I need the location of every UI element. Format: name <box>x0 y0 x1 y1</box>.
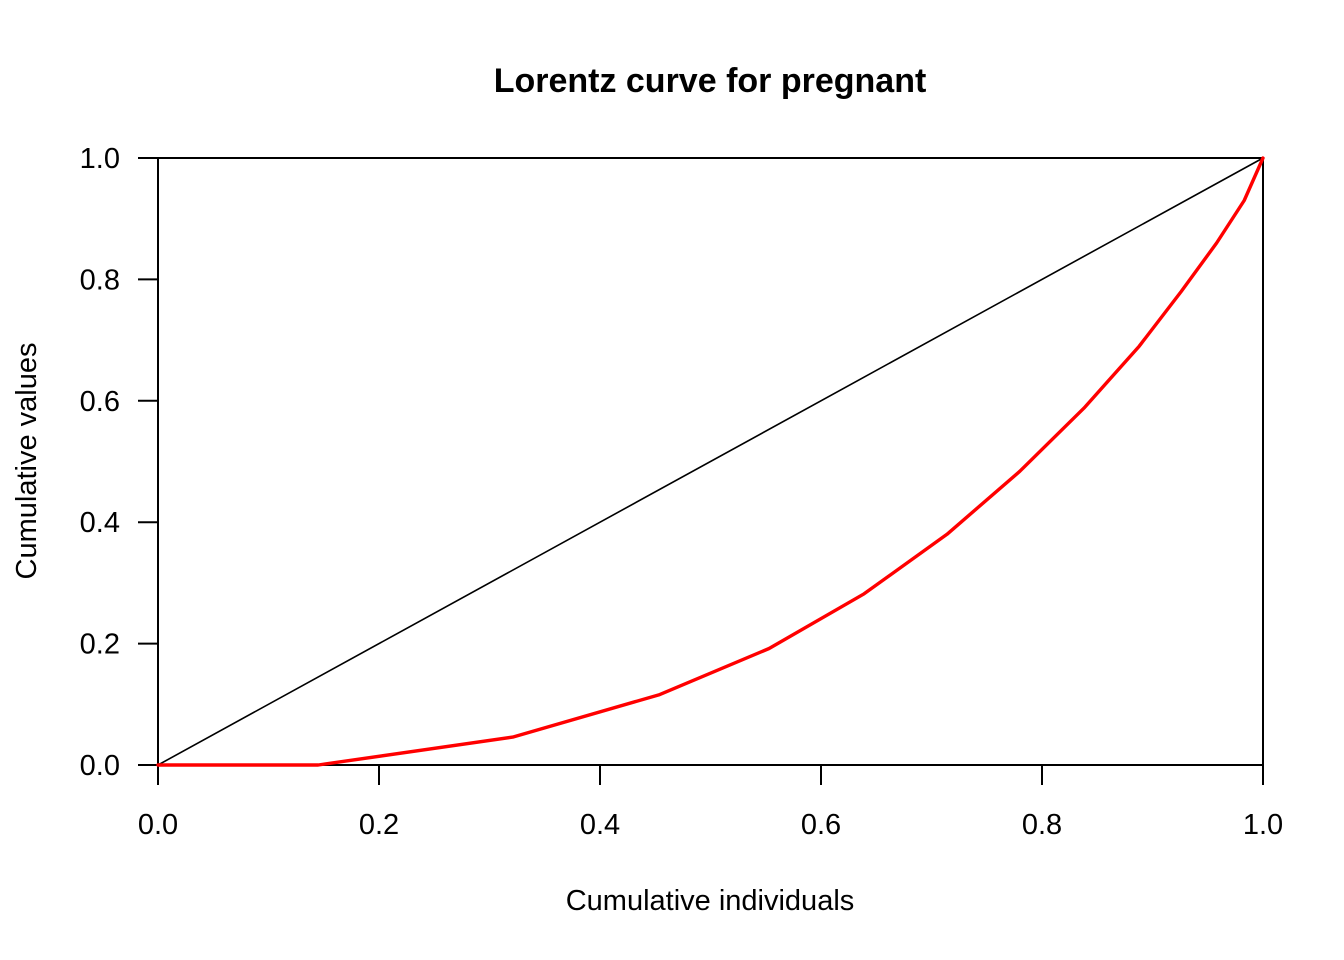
x-tick-label: 0.0 <box>138 809 178 841</box>
x-tick-label: 0.2 <box>359 809 399 841</box>
x-axis: 0.0 0.2 0.4 0.6 0.8 1.0 <box>138 764 1283 841</box>
x-tick-label: 0.6 <box>801 809 841 841</box>
x-tick-label: 1.0 <box>1243 809 1283 841</box>
x-axis-label: Cumulative individuals <box>566 885 855 917</box>
y-tick-label: 1.0 <box>80 143 120 175</box>
y-axis: 0.0 0.2 0.4 0.6 0.8 1.0 <box>80 143 159 782</box>
y-axis-label: Cumulative values <box>11 343 43 580</box>
series-layer <box>156 156 1265 767</box>
y-tick-label: 0.2 <box>80 629 120 661</box>
y-tick-label: 0.8 <box>80 264 120 296</box>
chart-title: Lorentz curve for pregnant <box>494 62 927 100</box>
y-tick-label: 0.0 <box>80 750 120 782</box>
lorentz-curve-line <box>156 156 1265 767</box>
equality-line <box>157 157 1264 766</box>
x-tick-label: 0.4 <box>580 809 620 841</box>
x-tick-label: 0.8 <box>1022 809 1062 841</box>
y-tick-label: 0.6 <box>80 386 120 418</box>
y-tick-label: 0.4 <box>80 507 120 539</box>
